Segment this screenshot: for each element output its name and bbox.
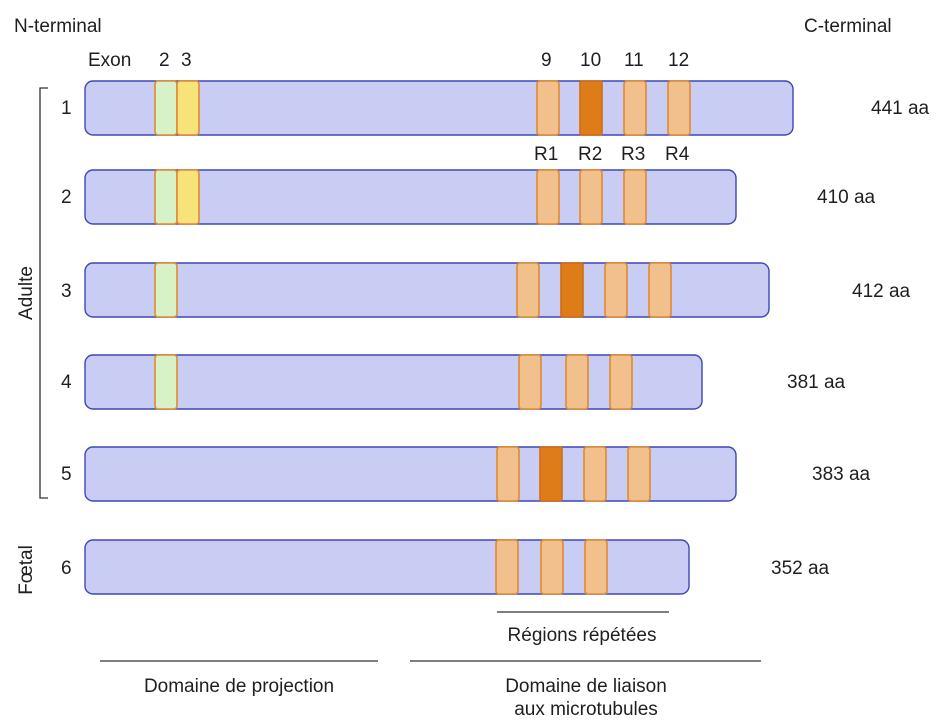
exon-12-block <box>627 446 651 502</box>
exon-3-block <box>176 80 200 136</box>
exon-9-block <box>495 539 519 595</box>
isoform-length: 441 aa <box>871 98 930 119</box>
exon-number-12: 12 <box>668 50 689 71</box>
exon-2-block <box>154 80 178 136</box>
exon-2-block <box>154 262 178 318</box>
n-terminal-label: N-terminal <box>14 16 102 37</box>
isoform-length: 383 aa <box>812 464 871 485</box>
adult-group-label: Adulte <box>16 266 37 320</box>
exon-9-block <box>496 446 520 502</box>
isoform-row: 3 412 aa <box>61 262 911 318</box>
exon-9-block <box>518 354 542 410</box>
isoform-number: 1 <box>61 98 72 119</box>
isoform-number: 2 <box>61 187 72 208</box>
exon-11-block <box>623 80 647 136</box>
isoform-length: 410 aa <box>817 187 876 208</box>
binding-domain-label-line2: aux microtubules <box>514 699 658 720</box>
exon-12-block <box>584 539 608 595</box>
repeats-label: Régions répétées <box>508 625 657 646</box>
protein-bar <box>84 262 770 318</box>
exon-2-block <box>154 169 178 225</box>
repeat-label-r2: R2 <box>578 144 602 165</box>
protein-bar <box>84 446 737 502</box>
protein-bar <box>84 80 794 136</box>
protein-bar <box>84 354 703 410</box>
exon-10-block <box>539 446 563 502</box>
exon-11-block <box>583 446 607 502</box>
c-terminal-label: C-terminal <box>804 16 892 37</box>
isoform-row: 5 383 aa <box>61 446 871 502</box>
exon-11-block <box>579 169 603 225</box>
exon-number-10: 10 <box>580 50 601 71</box>
exon-9-block <box>536 169 560 225</box>
isoform-number: 6 <box>61 558 72 579</box>
exon-9-block <box>536 80 560 136</box>
exon-number-9: 9 <box>541 50 552 71</box>
isoform-length: 381 aa <box>787 372 846 393</box>
exon-11-block <box>565 354 589 410</box>
isoform-number: 4 <box>61 372 72 393</box>
exon-label: Exon <box>88 50 131 71</box>
exon-number-3: 3 <box>181 50 192 71</box>
protein-bar <box>84 169 737 225</box>
fetal-group-label: Fœtal <box>16 545 37 595</box>
isoform-number: 3 <box>61 281 72 302</box>
repeat-label-r1: R1 <box>534 144 558 165</box>
exon-12-block <box>667 80 691 136</box>
exon-12-block <box>623 169 647 225</box>
repeat-label-r4: R4 <box>665 144 690 165</box>
exon-12-block <box>648 262 672 318</box>
binding-domain-label-line1: Domaine de liaison <box>505 676 667 697</box>
exon-11-block <box>540 539 564 595</box>
exon-10-block <box>579 80 603 136</box>
repeat-label-r3: R3 <box>621 144 645 165</box>
isoform-row: 4 381 aa <box>61 354 846 410</box>
exon-11-block <box>604 262 628 318</box>
exon-9-block <box>516 262 540 318</box>
isoform-row: 6 352 aa <box>61 539 830 595</box>
exon-number-2: 2 <box>159 50 170 71</box>
isoform-row: 2 410 aa <box>61 169 876 225</box>
exon-12-block <box>609 354 633 410</box>
isoform-row: 1 441 aa <box>61 80 930 136</box>
protein-bar <box>84 539 690 595</box>
exon-10-block <box>560 262 584 318</box>
isoform-number: 5 <box>61 464 72 485</box>
isoform-length: 352 aa <box>771 558 830 579</box>
adult-bracket <box>39 87 48 499</box>
projection-domain-label: Domaine de projection <box>144 676 334 697</box>
exon-3-block <box>176 169 200 225</box>
isoform-length: 412 aa <box>852 281 911 302</box>
exon-number-11: 11 <box>624 50 644 71</box>
exon-2-block <box>154 354 178 410</box>
